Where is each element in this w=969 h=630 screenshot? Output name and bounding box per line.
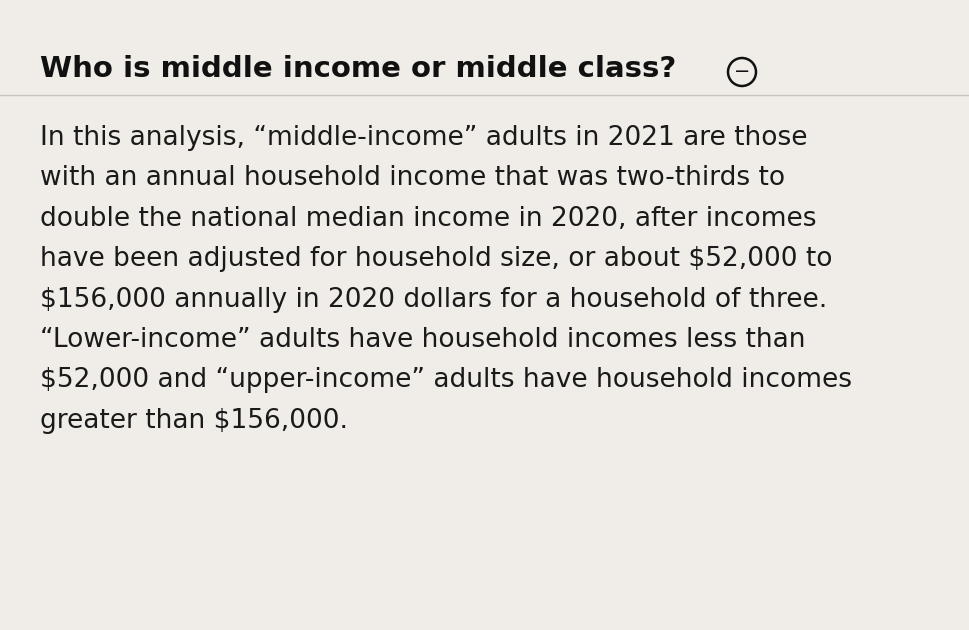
Text: In this analysis, “middle-income” adults in 2021 are those
with an annual househ: In this analysis, “middle-income” adults… — [40, 125, 851, 434]
Text: Who is middle income or middle class?: Who is middle income or middle class? — [40, 55, 675, 83]
Text: −: − — [734, 62, 749, 81]
